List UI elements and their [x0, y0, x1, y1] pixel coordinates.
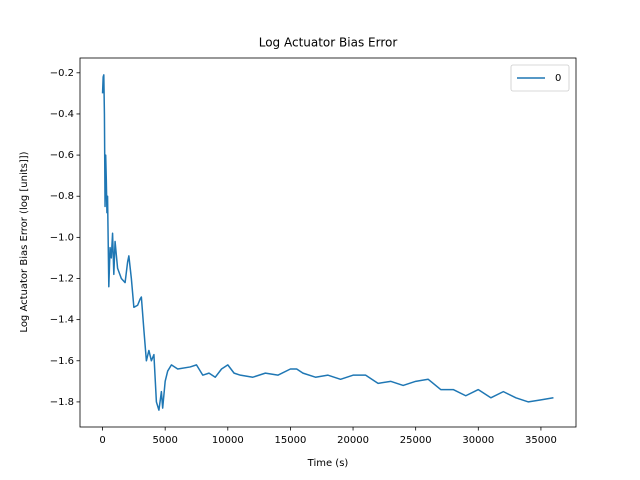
y-tick-label: −0.4 — [50, 109, 74, 120]
y-axis-label: Log Actuator Bias Error (log [units]]) — [19, 151, 30, 332]
y-tick-label: −0.8 — [50, 191, 74, 202]
x-tick-label: 15000 — [275, 435, 307, 446]
legend-label: 0 — [555, 73, 561, 84]
x-axis-label: Time (s) — [307, 458, 349, 469]
x-tick-label: 25000 — [400, 435, 432, 446]
x-tick-label: 35000 — [525, 435, 557, 446]
data-line — [101, 74, 554, 411]
y-tick-label: −1.6 — [50, 356, 74, 367]
chart-title: Log Actuator Bias Error — [259, 36, 398, 50]
y-tick-label: −0.6 — [50, 150, 74, 161]
y-tick-label: −1.8 — [50, 397, 74, 408]
x-tick-label: 10000 — [212, 435, 244, 446]
x-tick-label: 5000 — [152, 435, 177, 446]
y-tick-label: −1.4 — [50, 315, 74, 326]
x-tick-label: 0 — [99, 435, 105, 446]
x-tick-label: 30000 — [462, 435, 494, 446]
y-tick-label: −1.0 — [50, 232, 74, 243]
y-tick-label: −0.2 — [50, 68, 74, 79]
y-tick-label: −1.2 — [50, 273, 74, 284]
plot-frame — [79, 57, 577, 428]
x-tick-label: 20000 — [337, 435, 369, 446]
